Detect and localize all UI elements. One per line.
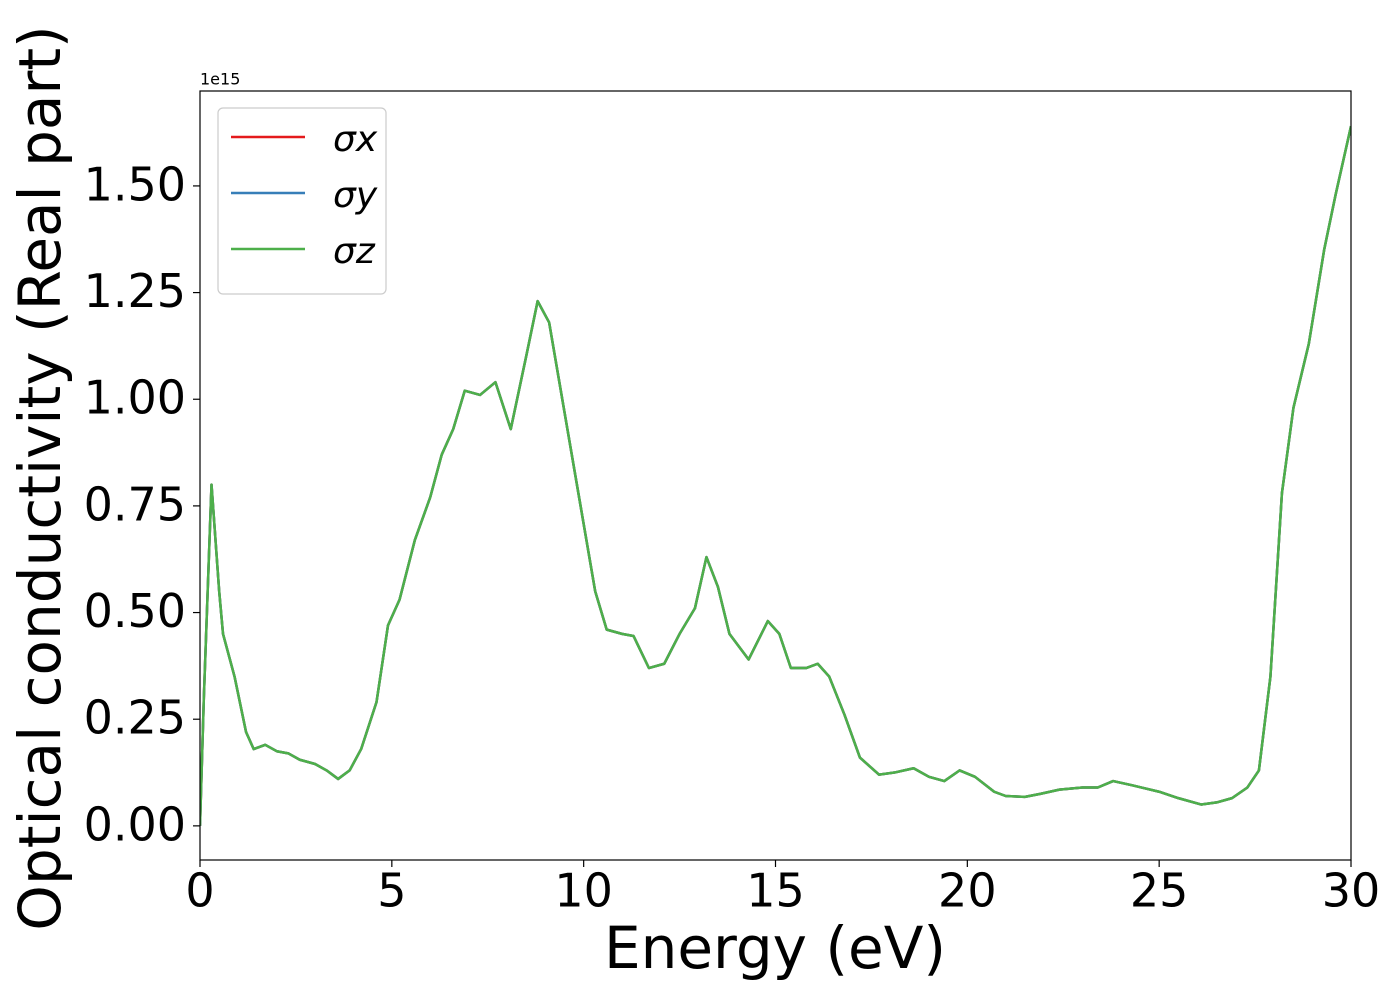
legend-label: σy [333,175,378,216]
plot-frame [199,90,1352,861]
x-tick-label: 5 [377,864,406,918]
x-tick-label: 20 [938,864,997,918]
y-tick-label: 1.00 [84,371,186,425]
x-tick-label: 15 [746,864,805,918]
y-tick-label: 1.50 [84,157,186,211]
legend-label: σz [333,231,376,272]
x-tick-label: 0 [185,864,214,918]
y-tick-label: 0.75 [84,477,186,531]
y-tick-label: 0.25 [84,691,186,745]
data-line [200,125,1351,826]
x-tick-label: 10 [554,864,613,918]
y-tick-label: 0.50 [84,584,186,638]
x-tick-label: 30 [1322,864,1381,918]
y-tick-label: 1.25 [84,264,186,318]
y-axis-label: Optical conductivity (Real part) [6,25,74,930]
x-tick-label: 25 [1130,864,1189,918]
x-axis-label: Energy (eV) [604,914,946,982]
legend-label: σx [333,119,378,160]
y-tick-label: 0.00 [84,797,186,851]
legend-box [217,107,387,295]
y-offset-label: 1e15 [200,70,240,89]
